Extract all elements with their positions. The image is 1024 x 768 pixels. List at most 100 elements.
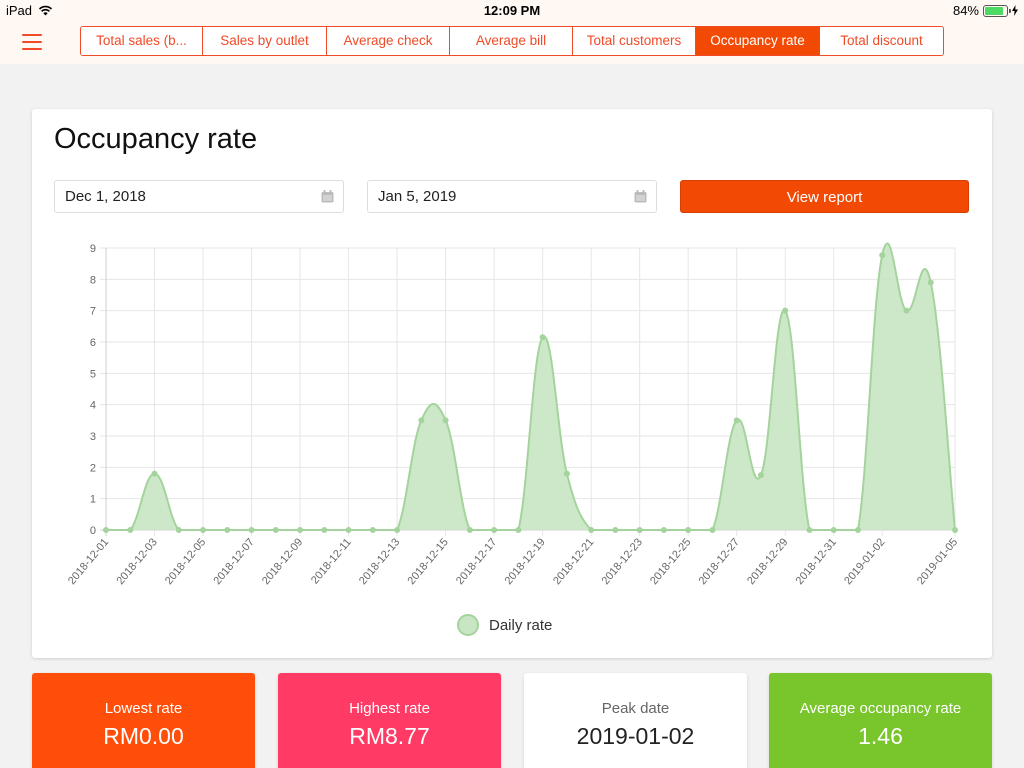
stat-label: Lowest rate: [104, 700, 183, 717]
data-point: [563, 470, 570, 477]
occupancy-chart: 0 1 2 3 4 5 6 7 8 9 2018-12-01 2018-12-03 2018-12-05…: [66, 242, 960, 636]
tab-occupancy-rate[interactable]: Occupancy rate: [696, 27, 820, 55]
y-tick-label: 8: [90, 274, 96, 286]
x-tick-label: 2018-12-31: [794, 536, 839, 587]
x-tick-label: 2019-01-02: [842, 536, 887, 587]
y-tick-label: 7: [90, 306, 96, 318]
tab-average-check[interactable]: Average check: [327, 27, 450, 55]
report-tabs: Total sales (b... Sales by outlet Average …: [80, 26, 944, 56]
series-line: [105, 242, 956, 532]
series-area: [106, 243, 955, 530]
page-title: Occupancy rate: [54, 123, 258, 155]
x-tick-label: 2018-12-15: [406, 536, 451, 587]
tab-total-discount[interactable]: Total discount: [820, 27, 943, 55]
status-right: 84%: [953, 3, 1018, 18]
data-point: [369, 527, 376, 533]
data-point: [830, 527, 837, 533]
data-point: [466, 527, 473, 533]
x-tick-label: 2018-12-09: [260, 536, 305, 587]
stat-value: RM0.00: [103, 723, 184, 749]
data-point: [491, 527, 498, 533]
stat-label: Peak date: [601, 700, 670, 717]
start-date-field[interactable]: Dec 1, 2018: [54, 180, 344, 213]
tab-total-sales-b[interactable]: Total sales (b...: [81, 27, 203, 55]
calendar-icon[interactable]: [321, 190, 334, 203]
stat-label: Average occupancy rate: [799, 700, 962, 717]
legend-swatch: [457, 614, 479, 636]
charging-icon: [1012, 5, 1018, 16]
data-point: [345, 527, 352, 533]
x-tick-label: 2018-12-13: [357, 536, 402, 587]
end-date-field[interactable]: Jan 5, 2019: [367, 180, 657, 213]
y-tick-label: 3: [90, 431, 96, 443]
calendar-icon[interactable]: [634, 190, 647, 203]
y-tick-label: 4: [90, 400, 96, 412]
y-tick-label: 9: [90, 243, 96, 255]
stat-label: Highest rate: [349, 700, 430, 717]
x-tick-label: 2018-12-17: [454, 536, 499, 587]
highest-rate-card: Highest rate RM8.77: [278, 673, 501, 768]
y-tick-label: 6: [90, 337, 96, 349]
data-point: [733, 417, 740, 424]
y-tick-label: 0: [90, 525, 96, 537]
menu-icon[interactable]: [22, 34, 42, 50]
x-tick-label: 2018-12-11: [309, 536, 354, 586]
view-report-button[interactable]: View report: [680, 180, 969, 213]
start-date-value: Dec 1, 2018: [65, 188, 146, 205]
data-point: [200, 527, 207, 533]
x-tick-label: 2018-12-23: [600, 536, 645, 587]
data-point: [854, 527, 861, 533]
x-tick-label: 2018-12-07: [211, 536, 256, 587]
tab-sales-by-outlet[interactable]: Sales by outlet: [203, 27, 327, 55]
data-point: [757, 472, 764, 479]
y-tick-label: 2: [90, 462, 96, 474]
data-point: [903, 307, 910, 314]
stat-value: 1.46: [858, 723, 903, 749]
occupancy-card: Occupancy rate Dec 1, 2018 Jan 5, 2019 V…: [32, 109, 992, 658]
tab-average-bill[interactable]: Average bill: [450, 27, 573, 55]
x-tick-label: 2018-12-19: [503, 536, 548, 587]
battery-icon: [983, 4, 1011, 17]
y-tick-label: 1: [90, 494, 96, 506]
stat-value: 2019-01-02: [576, 723, 695, 749]
data-point: [175, 527, 182, 533]
status-bar: iPad 12:09 PM 84%: [0, 0, 1024, 20]
data-point: [879, 252, 886, 259]
data-point: [248, 527, 255, 533]
data-point: [636, 527, 643, 533]
stat-value: RM8.77: [349, 723, 430, 749]
data-point: [297, 527, 304, 533]
x-tick-label: 2018-12-29: [745, 536, 790, 587]
device-label: iPad: [6, 3, 33, 18]
data-point: [612, 527, 619, 533]
status-left: iPad: [6, 3, 53, 18]
data-point: [685, 527, 692, 533]
data-point: [927, 279, 934, 286]
data-point: [151, 470, 158, 477]
x-tick-label: 2018-12-21: [551, 536, 596, 587]
lowest-rate-card: Lowest rate RM0.00: [32, 673, 255, 768]
data-point: [394, 527, 401, 533]
legend-label: Daily rate: [489, 617, 552, 634]
y-tick-label: 5: [90, 368, 96, 380]
data-point: [806, 527, 813, 533]
data-point: [321, 527, 328, 533]
data-point: [709, 527, 716, 533]
report-nav: Total sales (b... Sales by outlet Average …: [0, 20, 1024, 64]
x-tick-label: 2018-12-27: [697, 536, 742, 587]
x-tick-label: 2018-12-05: [163, 536, 208, 587]
data-point: [272, 527, 279, 533]
status-time: 12:09 PM: [483, 3, 541, 18]
battery-percent: 84%: [952, 3, 979, 18]
data-point: [660, 527, 667, 533]
data-point: [224, 527, 231, 533]
end-date-value: Jan 5, 2019: [378, 188, 457, 205]
wifi-icon: [38, 5, 53, 16]
x-tick-label: 2018-12-03: [114, 536, 159, 587]
data-point: [782, 307, 789, 314]
tab-total-customers[interactable]: Total customers: [573, 27, 696, 55]
data-point: [442, 417, 449, 424]
data-point: [103, 527, 109, 533]
x-tick-label: 2018-12-25: [648, 536, 693, 587]
data-point: [515, 527, 522, 533]
